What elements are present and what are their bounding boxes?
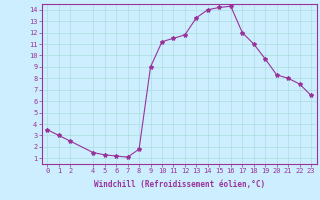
X-axis label: Windchill (Refroidissement éolien,°C): Windchill (Refroidissement éolien,°C) [94,180,265,189]
